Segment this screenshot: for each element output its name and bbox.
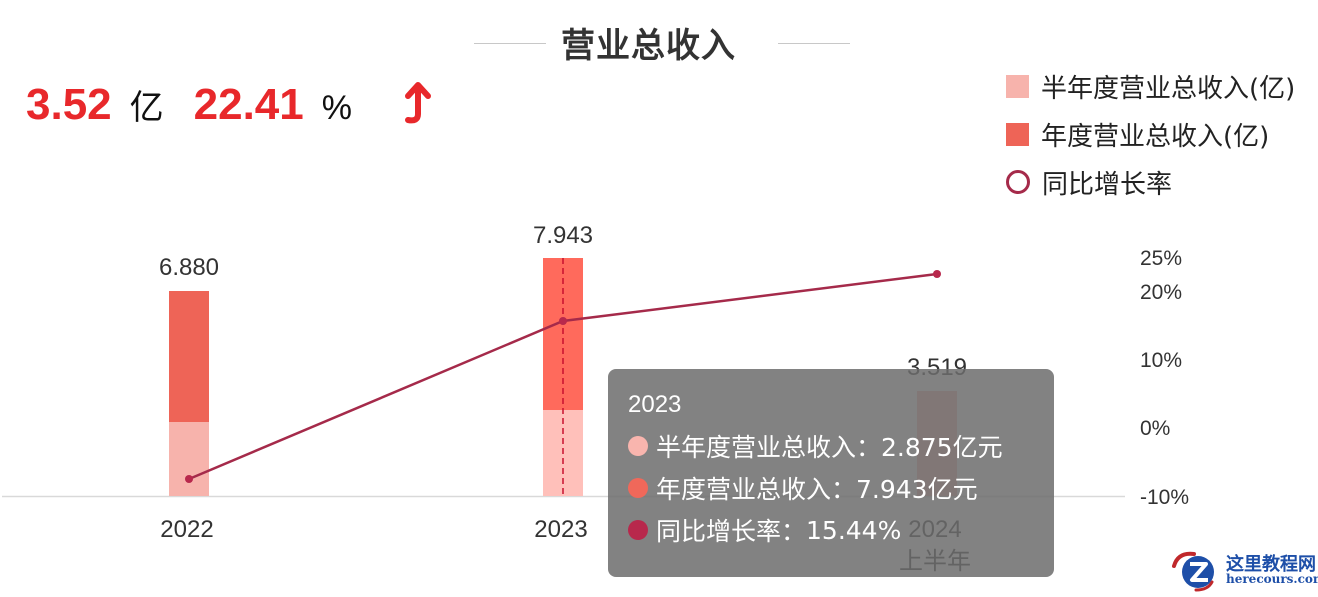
y-right-tick: 25% <box>1140 247 1182 270</box>
watermark-logo: 这里教程网 herecours.com <box>1168 548 1318 592</box>
legend-circle-icon <box>1006 170 1030 194</box>
legend-item-annual-revenue[interactable]: 年度营业总收入(亿) <box>1006 110 1295 158</box>
legend-swatch-icon <box>1006 74 1029 98</box>
growth-point-2024[interactable] <box>933 270 941 278</box>
tooltip-row-annual: 年度营业总收入： 7.943亿元 <box>628 467 1054 509</box>
growth-value: 22.41 <box>193 80 304 129</box>
y-right-tick: 10% <box>1140 349 1182 372</box>
tooltip-label: 半年度营业总收入： <box>656 433 882 462</box>
arrow-up-icon <box>405 82 431 124</box>
legend-label: 年度营业总收入(亿) <box>1041 121 1270 152</box>
bar-group-2022[interactable] <box>169 291 209 496</box>
tooltip-value: 15.44% <box>806 515 902 545</box>
y-right-tick: -10% <box>1140 486 1189 509</box>
legend-label: 半年度营业总收入(亿) <box>1041 73 1296 104</box>
summary-kpi: 3.52 亿 22.41 % <box>26 80 352 136</box>
bar-group-2023[interactable] <box>543 258 583 496</box>
tooltip-row-growth: 同比增长率： 15.44% <box>628 509 1054 551</box>
legend-label: 同比增长率 <box>1042 169 1173 200</box>
title-right-rule <box>778 43 850 44</box>
tooltip-row-half-year: 半年度营业总收入： 2.875亿元 <box>628 425 1054 467</box>
series-dot-icon <box>628 436 648 456</box>
growth-unit: % <box>321 89 352 127</box>
legend-item-half-year-revenue[interactable]: 半年度营业总收入(亿) <box>1006 62 1295 110</box>
y-right-tick: 20% <box>1140 281 1182 304</box>
bar-label-2023: 7.943 <box>533 222 593 249</box>
chart-title-area: 营业总收入 <box>0 8 1318 66</box>
tooltip-title: 2023 <box>628 391 682 418</box>
tooltip-value: 2.875亿元 <box>881 433 1003 462</box>
tooltip-label: 年度营业总收入： <box>656 475 857 504</box>
watermark-name: 这里教程网 <box>1226 554 1316 575</box>
revenue-value: 3.52 <box>26 80 112 129</box>
bar-half-2022[interactable] <box>169 422 209 496</box>
legend-item-yoy-growth[interactable]: 同比增长率 <box>1006 158 1295 206</box>
chart-tooltip: 2023 半年度营业总收入： 2.875亿元 年度营业总收入： 7.943亿元 … <box>608 369 1054 577</box>
tooltip-value: 7.943亿元 <box>856 475 978 504</box>
series-dot-icon <box>628 478 648 498</box>
bar-label-2022: 6.880 <box>159 254 219 281</box>
title-left-rule <box>474 43 546 44</box>
bar-annual-2022[interactable] <box>169 291 209 422</box>
x-label-2022: 2022 <box>160 516 213 543</box>
legend-swatch-icon <box>1006 122 1029 146</box>
revenue-unit: 亿 <box>129 88 164 128</box>
y-right-tick: 0% <box>1140 417 1170 440</box>
watermark-domain: herecours.com <box>1226 572 1318 586</box>
growth-point-2023[interactable] <box>559 317 567 325</box>
watermark-z-icon <box>1172 551 1214 592</box>
x-label-2023: 2023 <box>534 516 587 543</box>
growth-point-2022[interactable] <box>185 475 193 483</box>
tooltip-label: 同比增长率： <box>656 517 807 546</box>
chart-title: 营业总收入 <box>561 26 736 66</box>
chart-legend: 半年度营业总收入(亿) 年度营业总收入(亿) 同比增长率 <box>1006 62 1295 206</box>
series-dot-icon <box>628 520 648 540</box>
